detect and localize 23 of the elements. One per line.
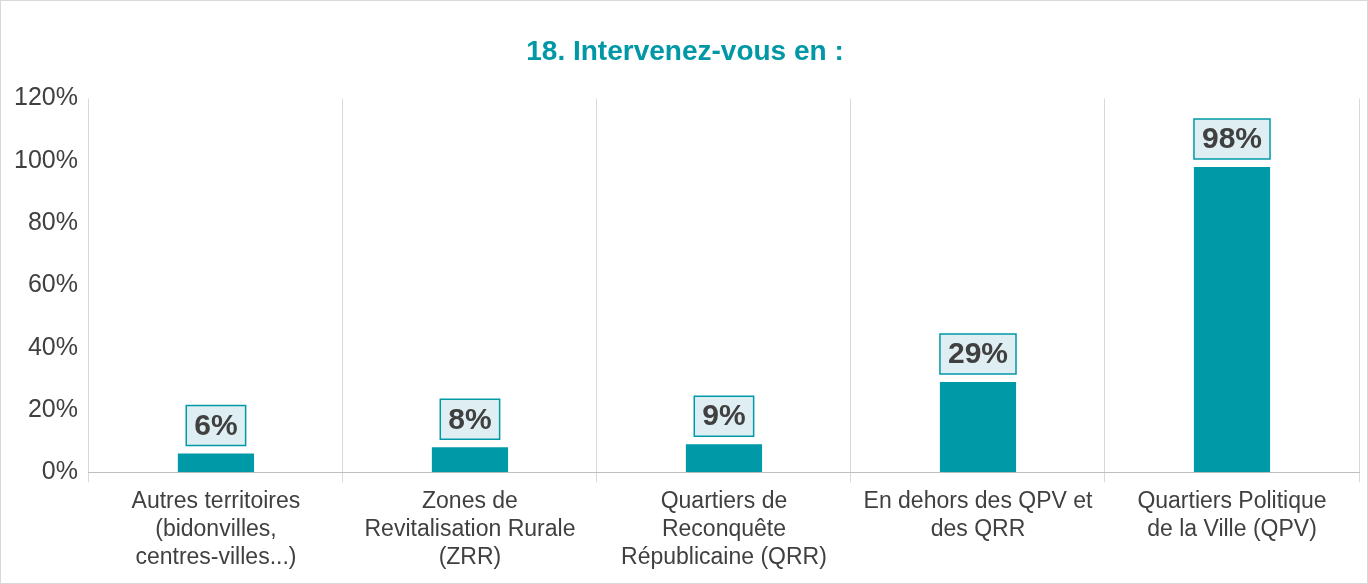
bar xyxy=(685,444,763,473)
x-tick-label: Zones de Revitalisation Rurale (ZRR) xyxy=(364,487,576,569)
x-tick-label: Quartiers Politique de la Ville (QPV) xyxy=(1137,487,1327,541)
data-label: 8% xyxy=(448,401,492,435)
bar xyxy=(177,453,255,473)
y-tick-label: 20% xyxy=(27,393,78,422)
x-tick-label: Autres territoires (bidonvilles, centres-villes...) xyxy=(131,487,301,569)
y-tick-label: 40% xyxy=(27,331,78,360)
bar xyxy=(939,381,1017,473)
bar xyxy=(1193,167,1271,473)
x-tick-label: En dehors des QPV et des QRR xyxy=(863,487,1094,541)
y-tick-label: 100% xyxy=(13,144,78,173)
y-tick-label: 80% xyxy=(27,207,78,236)
chart-title: 18. Intervenez-vous en : xyxy=(526,34,844,66)
data-label: 6% xyxy=(194,407,238,441)
data-label: 98% xyxy=(1201,121,1263,155)
data-label: 29% xyxy=(947,336,1009,370)
y-tick-label: 120% xyxy=(13,82,78,111)
y-tick-label: 0% xyxy=(41,456,78,485)
bar xyxy=(431,447,509,473)
x-tick-label: Quartiers de Reconquête Républicaine (QRR) xyxy=(621,487,827,569)
y-tick-label: 60% xyxy=(27,269,78,298)
data-label: 9% xyxy=(702,398,746,432)
